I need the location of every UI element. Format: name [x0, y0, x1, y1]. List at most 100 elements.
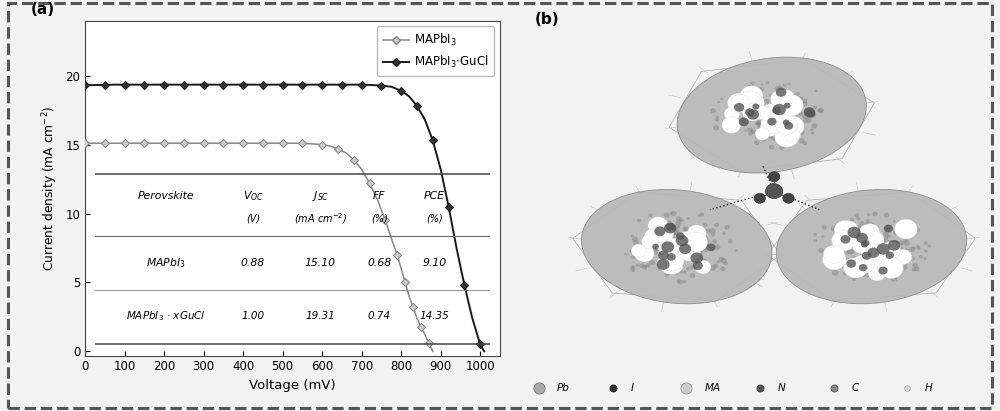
Circle shape: [751, 105, 754, 108]
Circle shape: [784, 127, 801, 142]
Circle shape: [693, 261, 703, 270]
Circle shape: [690, 252, 703, 263]
Circle shape: [850, 249, 855, 254]
Circle shape: [849, 223, 853, 227]
Circle shape: [914, 266, 920, 271]
Circle shape: [676, 235, 681, 239]
Circle shape: [803, 99, 808, 103]
Circle shape: [679, 244, 691, 254]
Circle shape: [630, 249, 636, 254]
Circle shape: [724, 107, 740, 120]
Circle shape: [806, 118, 812, 122]
Circle shape: [841, 225, 846, 230]
Circle shape: [902, 221, 907, 226]
Circle shape: [861, 246, 867, 252]
Circle shape: [759, 119, 766, 125]
Text: (%): (%): [371, 214, 388, 224]
Circle shape: [666, 221, 672, 226]
Circle shape: [762, 118, 766, 120]
Circle shape: [865, 235, 868, 237]
Circle shape: [804, 107, 815, 117]
Circle shape: [883, 231, 889, 236]
Circle shape: [687, 225, 706, 241]
Circle shape: [736, 97, 739, 100]
Circle shape: [770, 115, 774, 119]
Circle shape: [625, 253, 628, 256]
Circle shape: [684, 245, 689, 250]
Circle shape: [675, 263, 678, 266]
Circle shape: [853, 247, 858, 251]
Circle shape: [667, 244, 685, 260]
Circle shape: [852, 237, 870, 253]
Circle shape: [771, 104, 776, 109]
Circle shape: [766, 111, 772, 116]
Circle shape: [635, 245, 654, 262]
Circle shape: [868, 245, 873, 250]
Circle shape: [771, 106, 774, 109]
Circle shape: [832, 230, 856, 251]
Circle shape: [796, 108, 801, 112]
Circle shape: [723, 261, 728, 266]
Circle shape: [670, 231, 676, 236]
Circle shape: [822, 249, 846, 270]
Circle shape: [679, 254, 684, 258]
Circle shape: [758, 114, 763, 119]
Circle shape: [754, 141, 760, 145]
Circle shape: [740, 86, 763, 106]
Circle shape: [642, 266, 647, 270]
Circle shape: [763, 113, 767, 116]
Circle shape: [723, 126, 729, 132]
Circle shape: [803, 141, 807, 145]
Circle shape: [775, 86, 781, 91]
Circle shape: [712, 240, 717, 244]
Circle shape: [821, 235, 824, 238]
Circle shape: [919, 255, 923, 259]
Circle shape: [713, 125, 719, 130]
Circle shape: [757, 120, 760, 123]
Circle shape: [884, 236, 888, 240]
Circle shape: [757, 132, 760, 134]
Circle shape: [667, 231, 672, 234]
Circle shape: [680, 239, 686, 244]
Circle shape: [795, 92, 800, 96]
Circle shape: [787, 111, 793, 116]
Circle shape: [821, 225, 827, 230]
Circle shape: [775, 126, 799, 147]
Circle shape: [773, 116, 779, 121]
Circle shape: [700, 212, 704, 217]
Circle shape: [887, 230, 890, 233]
Circle shape: [890, 244, 896, 249]
Circle shape: [768, 114, 773, 118]
Circle shape: [658, 217, 662, 220]
Circle shape: [678, 253, 684, 259]
Circle shape: [680, 238, 684, 242]
Circle shape: [661, 256, 683, 275]
Legend: MAPbI$_3$, MAPbI$_3$$\cdot$GuCl: MAPbI$_3$, MAPbI$_3$$\cdot$GuCl: [377, 26, 494, 76]
Circle shape: [696, 252, 699, 255]
Circle shape: [728, 129, 732, 132]
Circle shape: [883, 267, 886, 270]
Circle shape: [692, 241, 697, 246]
Circle shape: [768, 110, 772, 114]
Circle shape: [767, 114, 772, 119]
Circle shape: [673, 257, 679, 262]
Circle shape: [823, 245, 844, 263]
Circle shape: [713, 264, 718, 268]
Circle shape: [904, 262, 907, 265]
Circle shape: [924, 249, 928, 253]
Circle shape: [870, 242, 876, 248]
Circle shape: [697, 245, 704, 250]
Circle shape: [810, 128, 814, 131]
Circle shape: [658, 251, 669, 260]
Circle shape: [659, 239, 665, 244]
Circle shape: [871, 242, 877, 248]
Circle shape: [674, 243, 679, 247]
Circle shape: [868, 265, 874, 270]
Circle shape: [857, 224, 863, 230]
Text: 14.35: 14.35: [420, 311, 450, 321]
Circle shape: [728, 93, 750, 113]
Circle shape: [734, 103, 744, 112]
Circle shape: [884, 224, 893, 233]
Circle shape: [897, 264, 902, 268]
Circle shape: [884, 213, 889, 217]
